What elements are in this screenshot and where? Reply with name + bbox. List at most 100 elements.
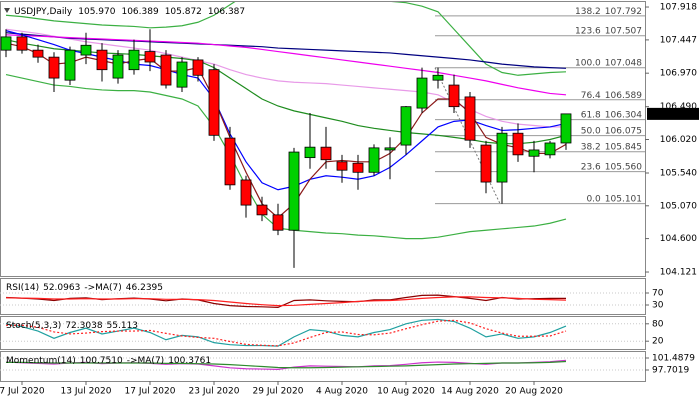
candle-body: [144, 51, 156, 63]
fib-price: 105.845: [605, 142, 642, 152]
y-tick-label: 97.7019: [652, 366, 689, 376]
x-tick-label: 23 Jul 2020: [189, 387, 240, 397]
y-tick-label: 104.121: [660, 268, 697, 278]
y-tick-label: 80: [652, 319, 664, 329]
indicator-line: [5, 32, 567, 69]
candle-body: [448, 84, 460, 108]
candle-body: [352, 162, 364, 173]
candle-body: [400, 106, 412, 146]
pane-title: RSI(14) 52.0963 ->MA(7) 46.2395: [6, 283, 163, 293]
candle-body: [16, 36, 28, 51]
candle-body: [416, 77, 428, 109]
x-tick-label: 4 Aug 2020: [316, 387, 368, 397]
fib-label: 138.2 107.792: [575, 6, 642, 16]
fib-label: 0.0 105.101: [586, 194, 642, 204]
fib-label: 38.2 105.845: [581, 142, 642, 152]
fib-price: 105.101: [605, 194, 642, 204]
price-marker: [647, 107, 699, 120]
candle-body: [64, 49, 76, 81]
fib-label: 23.6 105.560: [581, 162, 643, 172]
pane-series-name: ->MA(7): [127, 356, 164, 366]
y-tick-label: 106.970: [660, 69, 697, 79]
y-tick-label: 106.490: [660, 102, 697, 112]
x-tick-label: 14 Aug 2020: [441, 387, 499, 397]
y-tick-label: 105.070: [660, 201, 697, 211]
pane-series-name: ->MA(7): [84, 283, 121, 293]
candle-body: [464, 96, 476, 141]
fib-price: 107.792: [605, 6, 642, 16]
candle-body: [112, 54, 124, 79]
fib-label: 76.4 106.589: [581, 90, 643, 100]
y-tick-label: 107.918: [660, 3, 697, 13]
y-tick-label: 106.020: [660, 135, 697, 145]
fib-price: 106.589: [605, 90, 642, 100]
pane-readout: 72.3038: [65, 321, 102, 331]
fib-level: 38.2: [581, 142, 601, 152]
pane-layer: [0, 357, 645, 371]
candle-body: [320, 146, 332, 161]
candle-body: [544, 142, 556, 156]
candle-body: [240, 179, 252, 206]
candle-body: [512, 132, 524, 156]
candle-body: [176, 61, 188, 88]
x-tick-label: 29 Jul 2020: [253, 387, 304, 397]
price-marker-label: 106.387: [660, 109, 697, 119]
candle-body: [432, 74, 444, 81]
menu-arrow: [4, 8, 10, 13]
pane-title: Stoch(5,3,3) 72.3038 55.113: [6, 321, 138, 331]
y-tick-label: 30: [652, 301, 664, 311]
pane-readout: 100.7510: [80, 356, 123, 366]
symbol-title: USDJPY,Daily: [14, 7, 73, 17]
candle-body: [384, 147, 396, 151]
pane-title: Momentum(14) 100.7510 ->MA(7) 100.3761: [6, 356, 211, 366]
fib-label: 50.0 106.075: [581, 126, 642, 136]
candle-body: [80, 44, 92, 56]
chart-header: USDJPY,Daily 105.970 106.389 105.872 106.387: [14, 7, 245, 17]
candle-body: [288, 151, 300, 231]
candle-body: [272, 214, 284, 231]
fib-level: 0.0: [586, 194, 601, 204]
fib-price: 106.075: [605, 126, 642, 136]
candle-body: [336, 161, 348, 171]
x-tick-label: 20 Aug 2020: [505, 387, 563, 397]
candle-body: [208, 69, 220, 136]
pane-layer: [0, 318, 645, 347]
pane-layer: [0, 292, 645, 309]
x-tick-label: 17 Jul 2020: [125, 387, 176, 397]
fib-level: 50.0: [581, 126, 601, 136]
candle-body: [0, 36, 12, 51]
pane-series-name: Stoch(5,3,3): [6, 321, 61, 331]
candle-body: [48, 56, 60, 79]
candle-body: [304, 146, 316, 159]
fib-price: 107.507: [605, 26, 642, 36]
candle-body: [128, 49, 140, 71]
candle-body: [224, 137, 236, 186]
pane-series-name: Momentum(14): [6, 356, 76, 366]
candle-body: [256, 204, 268, 216]
pane-readout: 100.3761: [168, 356, 211, 366]
ohlc-value: 105.970: [78, 7, 115, 17]
pane-line: [6, 319, 567, 347]
ohlc-value: 106.389: [121, 7, 158, 17]
fib-level: 23.6: [581, 162, 601, 172]
fib-level: 123.6: [575, 26, 601, 36]
pane-line: [5, 296, 567, 307]
x-tick-label: 13 Jul 2020: [61, 387, 112, 397]
fib-label: 61.8 106.304: [581, 110, 643, 120]
candle-body: [368, 147, 380, 173]
fib-label: 123.6 107.507: [575, 26, 642, 36]
fib-level: 138.2: [575, 6, 601, 16]
indicator-line: [5, 34, 567, 96]
candle-body: [560, 113, 572, 144]
y-tick-label: 105.540: [660, 168, 697, 178]
candle-body: [528, 149, 540, 157]
y-tick-label: 107.447: [660, 35, 697, 45]
fib-price: 106.304: [605, 110, 642, 120]
fib-level: 61.8: [581, 110, 601, 120]
fib-level: 76.4: [581, 90, 601, 100]
ohlc-value: 105.872: [165, 7, 202, 17]
y-tick-label: 20: [652, 337, 664, 347]
x-tick-label: 7 Jul 2020: [0, 387, 45, 397]
candle-body: [496, 132, 508, 183]
